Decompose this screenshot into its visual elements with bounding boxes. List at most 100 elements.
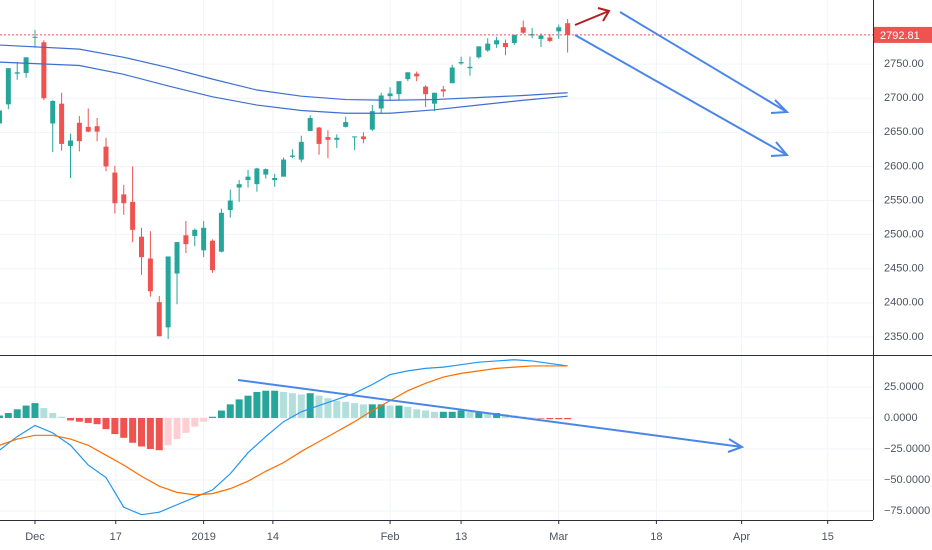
- x-tick-label: Feb: [381, 531, 400, 543]
- x-tick-label: 13: [455, 531, 467, 543]
- x-tick-label: 18: [650, 531, 662, 543]
- histogram-bar: [138, 417, 146, 447]
- histogram-bar: [413, 409, 421, 418]
- candle-body: [316, 127, 322, 144]
- candle-body: [85, 126, 91, 132]
- candle-body: [112, 172, 118, 204]
- candle-body: [538, 35, 544, 39]
- histogram-bar: [555, 417, 563, 420]
- candle-body: [139, 236, 145, 258]
- histogram-bar: [537, 417, 545, 419]
- y-tick-label: 2550.00: [884, 194, 924, 206]
- y-tick-label: 2650.00: [884, 126, 924, 138]
- y-tick-label: −25.0000: [884, 443, 930, 455]
- histogram-bar: [191, 417, 199, 427]
- arrow-head: [597, 7, 611, 22]
- histogram-bar: [386, 405, 394, 418]
- macd-line: [0, 365, 568, 496]
- x-tick-label: Apr: [733, 531, 750, 543]
- candle-body: [121, 194, 127, 204]
- histogram-bar: [13, 409, 21, 418]
- candle-body: [174, 242, 180, 274]
- histogram-bar: [395, 405, 403, 418]
- histogram-bar: [528, 417, 536, 418]
- histogram-bar: [493, 413, 501, 418]
- candle-body: [183, 235, 189, 245]
- grid-layer: [0, 0, 873, 520]
- candle-body: [502, 42, 508, 48]
- histogram-bar: [84, 417, 92, 423]
- arrow-down: [619, 11, 788, 113]
- arrow-up: [574, 10, 610, 26]
- candle-body: [476, 46, 482, 58]
- last-price-label: 2792.81: [880, 30, 920, 42]
- candle-body: [405, 72, 411, 80]
- candle-body: [50, 100, 56, 124]
- histogram-bar: [146, 417, 154, 449]
- trend-arrow: [237, 379, 743, 448]
- histogram-bar: [262, 390, 270, 418]
- histogram-bar: [209, 416, 217, 418]
- candle-body: [396, 81, 402, 95]
- candle-body: [0, 110, 2, 124]
- candle-body: [298, 141, 304, 160]
- histogram-bar: [75, 417, 83, 422]
- x-tick-label: 15: [822, 531, 834, 543]
- histogram-bar: [280, 391, 288, 418]
- candle-body: [378, 95, 384, 109]
- histogram-bar: [120, 417, 128, 438]
- histogram-bar: [58, 416, 66, 418]
- candle-body: [272, 178, 278, 181]
- histogram-bar: [164, 417, 172, 446]
- histogram-bar: [226, 404, 234, 418]
- histogram-bar: [217, 410, 225, 418]
- histogram-bar: [377, 404, 385, 418]
- candle-body: [431, 92, 437, 104]
- marks-layer: [0, 19, 873, 516]
- candle-body: [511, 34, 517, 43]
- histogram-bar: [49, 413, 57, 418]
- candle-body: [210, 240, 216, 271]
- candle-body: [334, 137, 340, 140]
- histogram-bar: [200, 417, 208, 422]
- candle-body: [307, 117, 313, 131]
- candle-body: [5, 68, 11, 105]
- histogram-bar: [0, 415, 3, 418]
- moving-average: [0, 44, 568, 101]
- histogram-bar: [102, 417, 110, 430]
- y-tick-label: 2350.00: [884, 331, 924, 343]
- histogram-bar: [475, 411, 483, 418]
- moving-average: [0, 61, 568, 114]
- drawings: [237, 7, 790, 453]
- candle-body: [414, 73, 420, 77]
- candle-body: [449, 67, 455, 84]
- candle-body: [23, 57, 29, 73]
- candle-body: [485, 43, 491, 51]
- x-tick-label: 14: [267, 531, 279, 543]
- candle-body: [67, 140, 73, 146]
- candle-body: [76, 122, 82, 142]
- histogram-bar: [404, 406, 412, 418]
- candle-body: [423, 86, 429, 95]
- candle-body: [263, 169, 269, 175]
- arrow-head: [727, 438, 745, 453]
- y-tick-label: 2450.00: [884, 263, 924, 275]
- histogram-bar: [4, 413, 12, 418]
- candle-body: [494, 40, 500, 45]
- candle-body: [41, 42, 47, 99]
- candle-body: [440, 89, 446, 92]
- histogram-bar: [173, 417, 181, 440]
- histogram-bar: [306, 393, 314, 418]
- histogram-bar: [111, 417, 119, 435]
- histogram-bar: [448, 411, 456, 418]
- candle-body: [254, 168, 260, 185]
- histogram-bar: [297, 394, 305, 418]
- candle-body: [94, 126, 100, 132]
- histogram-bar: [244, 395, 252, 418]
- last-price-box: [874, 26, 932, 43]
- histogram-bar: [564, 417, 572, 420]
- candle-body: [360, 136, 366, 140]
- histogram-bar: [333, 400, 341, 418]
- histogram-bar: [253, 391, 261, 418]
- x-tick-label: 17: [110, 531, 122, 543]
